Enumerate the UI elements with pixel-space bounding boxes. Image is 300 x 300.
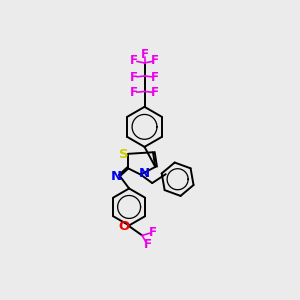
Text: F: F (151, 86, 159, 100)
Text: F: F (130, 71, 138, 84)
Text: F: F (151, 54, 159, 67)
Text: F: F (149, 226, 157, 239)
Text: F: F (144, 238, 152, 251)
Text: N: N (139, 167, 150, 180)
Text: N: N (110, 170, 122, 183)
Text: S: S (119, 148, 128, 161)
Text: F: F (130, 54, 138, 67)
Text: O: O (118, 220, 129, 233)
Text: F: F (151, 71, 159, 84)
Text: F: F (130, 86, 138, 100)
Text: F: F (140, 48, 148, 61)
